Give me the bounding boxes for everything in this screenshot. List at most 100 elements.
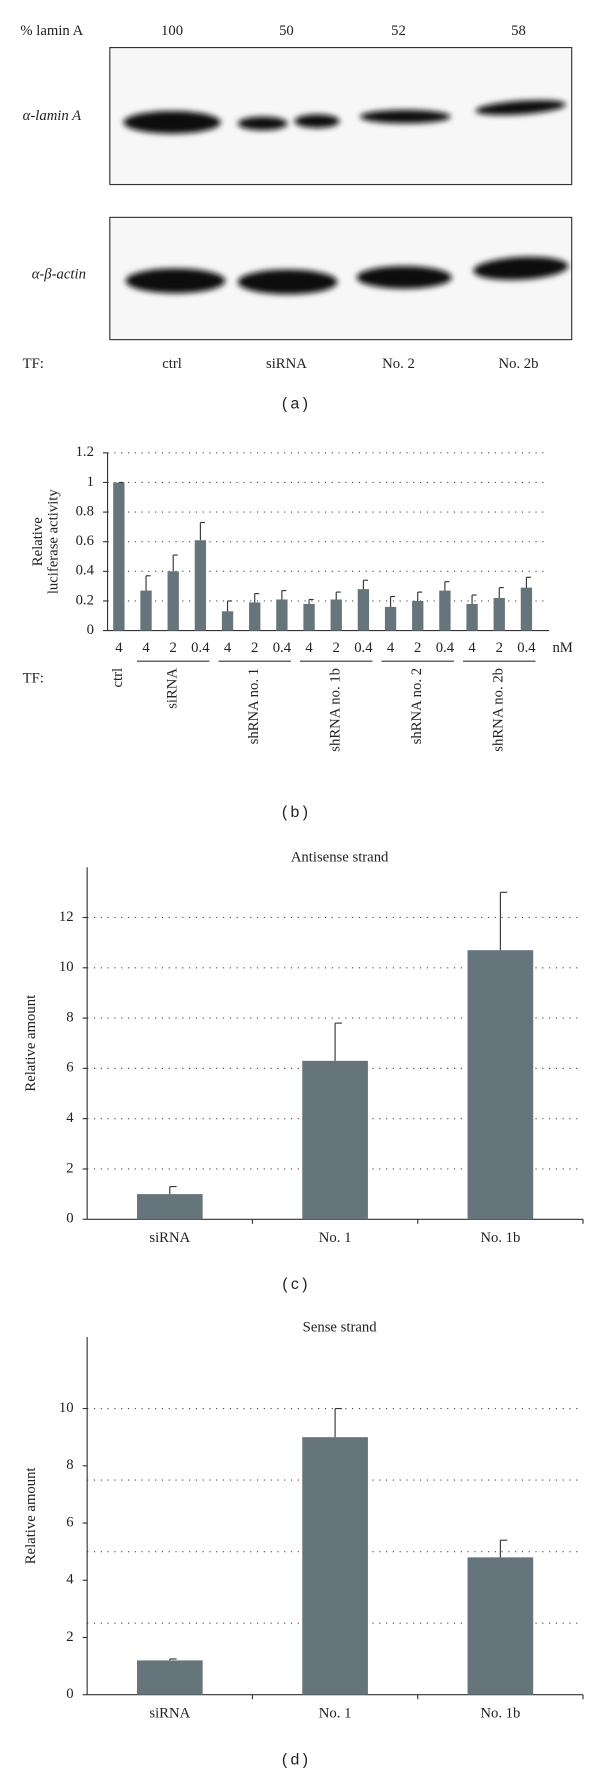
blot-header: % lamin A (20, 23, 83, 39)
x-tick-label: No. 1b (480, 1230, 520, 1246)
x-tick-label: siRNA (149, 1230, 190, 1246)
x-tick-label: 2 (170, 640, 177, 656)
caption: (b) (282, 804, 312, 821)
unit-label: nM (552, 640, 572, 656)
percent-label: 100 (161, 23, 183, 39)
antibody-label: α-lamin A (23, 108, 83, 124)
x-tick-label: 4 (387, 640, 395, 656)
y-tick-label: 6 (66, 1514, 73, 1530)
group-label: shRNA no. 2b (491, 668, 507, 752)
blot-bands (123, 100, 569, 295)
y-tick-label: 0.4 (76, 563, 95, 579)
antibody-label: α-β-actin (32, 266, 86, 282)
tf-label: TF: (23, 356, 44, 372)
chart-title: Antisense strand (291, 850, 389, 866)
y-axis-label: Relative (30, 517, 46, 566)
percent-label: 52 (391, 23, 406, 39)
bar (303, 603, 315, 631)
bar (357, 589, 370, 631)
y-tick-label: 10 (59, 1400, 74, 1416)
x-tick-label: 0.4 (191, 640, 210, 656)
band (123, 110, 221, 134)
bar (493, 598, 505, 631)
caption: (d) (282, 1752, 312, 1769)
bar (167, 571, 179, 631)
group-label: siRNA (165, 668, 181, 709)
lane-label: No. 2b (498, 356, 538, 372)
percent-label: 50 (279, 23, 294, 39)
y-tick-label: 8 (66, 1457, 73, 1473)
y-tick-label: 12 (59, 909, 74, 925)
x-tick-label: 4 (305, 640, 313, 656)
y-tick-label: 4 (66, 1572, 74, 1588)
bar (467, 1557, 534, 1695)
y-axis-label: luciferase activity (46, 489, 62, 595)
y-tick-label: 1.2 (76, 444, 94, 460)
band (125, 268, 226, 294)
band (360, 109, 451, 124)
bar (302, 1437, 368, 1695)
bar (330, 599, 342, 631)
y-tick-label: 0.2 (76, 592, 94, 608)
band (356, 266, 452, 289)
chart-title: Sense strand (303, 1319, 378, 1335)
x-tick-label: siRNA (149, 1705, 190, 1721)
x-tick-label: 4 (115, 640, 123, 656)
y-tick-label: 1 (87, 474, 94, 490)
y-tick-label: 0.6 (76, 533, 94, 549)
band (473, 256, 569, 280)
bar (466, 603, 478, 631)
x-tick-label: 2 (414, 640, 421, 656)
bar (412, 600, 424, 631)
x-tick-label: No. 1b (480, 1705, 520, 1721)
group-label: shRNA no. 1 (246, 668, 262, 744)
lane-label: No. 2 (382, 356, 415, 372)
caption: (a) (282, 395, 312, 412)
y-axis-label: Relative amount (23, 1467, 39, 1564)
bar (520, 587, 533, 631)
band (475, 100, 566, 116)
x-tick-label: 4 (142, 640, 150, 656)
lane-label: siRNA (266, 356, 307, 372)
x-tick-label: 4 (224, 640, 232, 656)
bar (467, 950, 534, 1220)
x-tick-label: No. 1 (319, 1230, 352, 1246)
bar (221, 611, 234, 631)
y-tick-label: 0 (87, 622, 94, 638)
x-tick-label: 2 (496, 640, 503, 656)
y-tick-label: 10 (59, 959, 74, 975)
bar (439, 590, 451, 631)
y-tick-label: 2 (66, 1160, 73, 1176)
percent-label: 58 (511, 23, 526, 39)
x-tick-label: No. 1 (319, 1705, 352, 1721)
band (294, 114, 340, 128)
group-label: shRNA no. 2 (409, 668, 425, 744)
bar (194, 540, 207, 631)
x-tick-label: 0.4 (354, 640, 373, 656)
bar (249, 602, 261, 631)
x-tick-label: 2 (251, 640, 258, 656)
band (237, 269, 338, 295)
group-title: TF: (23, 671, 44, 687)
group-label: ctrl (110, 668, 126, 688)
bar (136, 1660, 203, 1695)
bar (302, 1060, 368, 1220)
lane-label: ctrl (162, 356, 182, 372)
y-axis-label: Relative amount (23, 995, 39, 1092)
y-tick-label: 0 (66, 1686, 73, 1702)
caption: (c) (282, 1276, 311, 1293)
bar (136, 1194, 203, 1220)
y-tick-label: 6 (66, 1060, 73, 1076)
x-tick-label: 0.4 (273, 640, 292, 656)
y-tick-label: 2 (66, 1629, 73, 1645)
bar (113, 482, 125, 631)
y-tick-label: 0 (66, 1211, 73, 1227)
bar (140, 590, 152, 631)
x-tick-label: 0.4 (436, 640, 455, 656)
y-tick-label: 0.8 (76, 503, 94, 519)
y-tick-label: 8 (66, 1009, 73, 1025)
band (237, 116, 288, 131)
x-tick-label: 2 (333, 640, 340, 656)
